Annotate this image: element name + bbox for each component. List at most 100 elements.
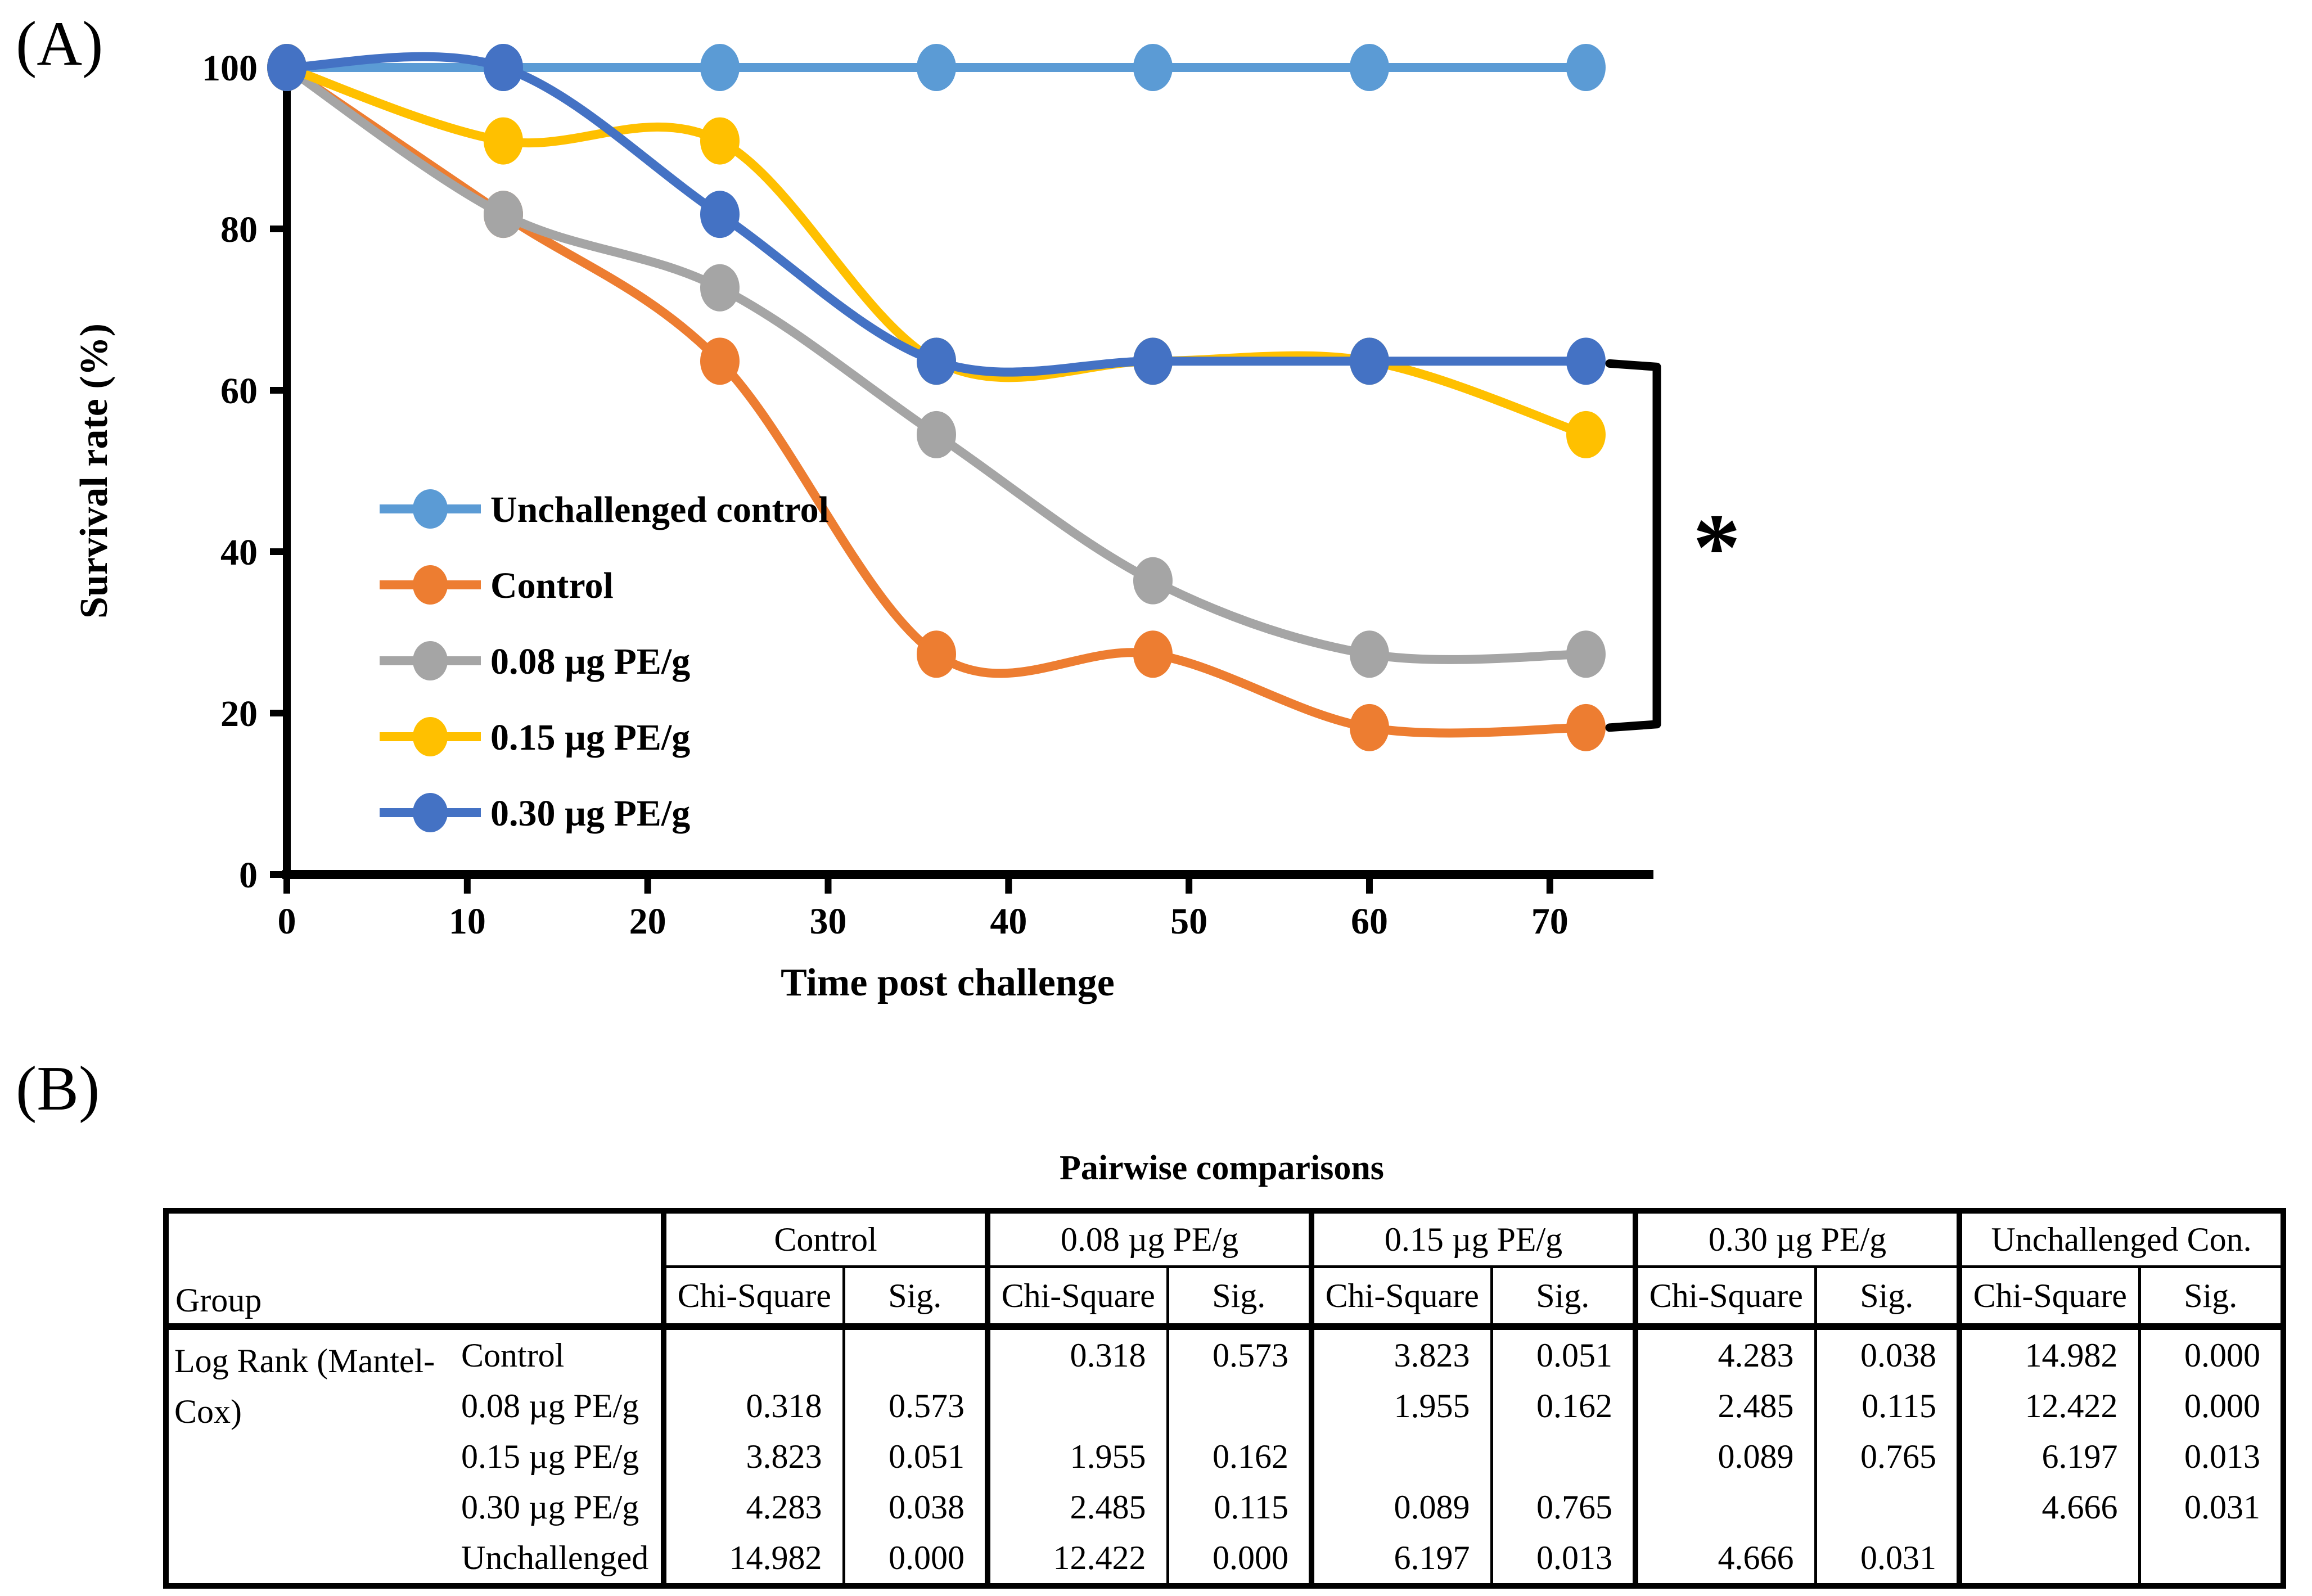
series-3-point	[483, 117, 523, 165]
chi-square-value-r2-c3: 0.089	[1633, 1431, 1816, 1482]
x-tick-label: 60	[1351, 901, 1388, 942]
sig-value-r3-c0: 0.038	[842, 1482, 988, 1532]
group-row-label-4: Unchallenged	[461, 1539, 649, 1576]
y-tick-label: 0	[239, 855, 258, 896]
chi-square-value-r0-c4: 14.982	[1957, 1327, 2140, 1381]
sig-value-r2-c0: 0.051	[842, 1431, 988, 1482]
legend-marker	[413, 641, 448, 680]
series-1-point	[1349, 704, 1389, 751]
legend-marker	[413, 717, 448, 756]
legend-label: 0.15 µg PE/g	[490, 717, 690, 758]
sig-header-4: Sig.	[2138, 1266, 2284, 1330]
chi-square-value-r4-c2: 6.197	[1309, 1532, 1492, 1586]
series-2-point	[1566, 630, 1606, 678]
series-0-point	[916, 44, 956, 91]
column-group-header-3: 0.30 µg PE/g	[1633, 1211, 1960, 1268]
legend-marker	[413, 489, 448, 529]
chi-square-value-r4-c4	[1957, 1532, 2140, 1586]
sig-value-r1-c0: 0.573	[842, 1381, 988, 1431]
table-row-4: Unchallenged 14.982 0.000 12.422 0.000 6.197 0…	[166, 1532, 2284, 1586]
series-4-line	[282, 52, 1590, 377]
sig-value-r0-c2: 0.051	[1490, 1327, 1636, 1381]
x-tick-label: 50	[1170, 901, 1207, 942]
chi-square-value-r2-c0: 3.823	[661, 1431, 844, 1482]
column-group-header-4: Unchallenged Con.	[1957, 1211, 2284, 1268]
x-tick-label: 20	[629, 901, 666, 942]
series-0-point	[1133, 44, 1173, 91]
chi-square-value-r2-c1: 1.955	[985, 1431, 1168, 1482]
chi-square-header-2: Chi-Square	[1309, 1266, 1492, 1330]
series-0-point	[1349, 44, 1389, 91]
chi-square-header-4: Chi-Square	[1957, 1266, 2140, 1330]
sig-value-r1-c1	[1166, 1381, 1312, 1431]
chi-square-header-3: Chi-Square	[1633, 1266, 1816, 1330]
table-title: Pairwise comparisons	[1060, 1149, 1384, 1187]
chi-square-value-r3-c4: 4.666	[1957, 1482, 2140, 1532]
table-row-3: 0.30 µg PE/g 4.283 0.038 2.485 0.115 0.089 0.7…	[166, 1482, 2284, 1532]
y-tick-label: 40	[220, 532, 258, 573]
y-axis-title: Survival rate (%)	[73, 323, 116, 619]
row-header: Log Rank (Mantel-Cox)	[174, 1342, 435, 1430]
legend-label: 0.30 µg PE/g	[490, 793, 690, 834]
chi-square-value-r3-c1: 2.485	[985, 1482, 1168, 1532]
table-row-0: Log Rank (Mantel-Cox) Control 0.318 0.573 3.…	[166, 1327, 2284, 1430]
pairwise-comparisons-table: Group Control 0.08 µg PE/g 0.15 µg PE/g 0.30…	[163, 1208, 2287, 1589]
sig-value-r3-c3	[1814, 1482, 1960, 1532]
chi-square-value-r3-c2: 0.089	[1309, 1482, 1492, 1532]
chi-square-value-r1-c0: 0.318	[661, 1381, 844, 1431]
panel-b-label: (B)	[16, 1054, 100, 1124]
sig-value-r4-c2: 0.013	[1490, 1532, 1636, 1586]
chi-square-value-r0-c3: 4.283	[1633, 1327, 1816, 1381]
survival-rate-chart: 0 20 40 60 80 100 0 10 20 30 40 50 60 70 Time post cha…	[73, 44, 1741, 1004]
chi-square-value-r4-c3: 4.666	[1633, 1532, 1816, 1586]
group-row-label-3: 0.30 µg PE/g	[461, 1488, 639, 1526]
series-1-point	[700, 337, 740, 385]
x-tick-label: 10	[449, 901, 486, 942]
sig-value-r2-c4: 0.013	[2138, 1431, 2284, 1482]
chi-square-value-r0-c2: 3.823	[1309, 1327, 1492, 1381]
series-1-point	[1133, 630, 1173, 678]
series-4-point	[1133, 337, 1173, 385]
series-2-point	[483, 191, 523, 238]
series-1-point	[1566, 704, 1606, 751]
series-2-point	[1349, 630, 1389, 678]
series-4-point	[1349, 337, 1389, 385]
significance-asterisk: *	[1693, 494, 1741, 600]
sig-value-r3-c1: 0.115	[1166, 1482, 1312, 1532]
group-row-label-0: Control	[461, 1336, 565, 1374]
legend-label: Unchallenged control	[490, 489, 829, 530]
sig-value-r0-c0	[842, 1327, 988, 1381]
sig-value-r3-c4: 0.031	[2138, 1482, 2284, 1532]
series-2-point	[916, 411, 956, 458]
legend-label: 0.08 µg PE/g	[490, 641, 690, 682]
log-rank-table: Group Control 0.08 µg PE/g 0.15 µg PE/g 0.30…	[163, 1208, 2287, 1589]
y-tick-label: 20	[220, 693, 258, 734]
column-group-header-2: 0.15 µg PE/g	[1309, 1211, 1636, 1268]
chi-square-header-1: Chi-Square	[985, 1266, 1168, 1330]
group-column-header: Group	[166, 1211, 664, 1330]
series-4-point	[483, 44, 523, 91]
chi-square-header-0: Chi-Square	[661, 1266, 844, 1330]
series-1-point	[916, 630, 956, 678]
chi-square-value-r1-c2: 1.955	[1309, 1381, 1492, 1431]
group-row-label-2: 0.15 µg PE/g	[461, 1437, 639, 1475]
sig-value-r1-c4: 0.000	[2138, 1381, 2284, 1431]
y-tick-label: 60	[220, 371, 258, 412]
y-tick-label: 100	[202, 48, 258, 89]
sig-header-2: Sig.	[1490, 1266, 1636, 1330]
series-2-point	[1133, 557, 1173, 605]
chi-square-value-r4-c1: 12.422	[985, 1532, 1168, 1586]
sig-value-r2-c3: 0.765	[1814, 1431, 1960, 1482]
x-tick-label: 0	[278, 901, 296, 942]
chi-square-value-r0-c1: 0.318	[985, 1327, 1168, 1381]
x-axis-title: Time post challenge	[781, 961, 1115, 1004]
series-4-point	[700, 191, 740, 238]
series-4-point	[916, 337, 956, 385]
chi-square-value-r3-c3	[1633, 1482, 1816, 1532]
series-0-point	[1566, 44, 1606, 91]
table-row-2: 0.15 µg PE/g 3.823 0.051 1.955 0.162 0.089 0.7…	[166, 1431, 2284, 1482]
sig-value-r1-c2: 0.162	[1490, 1381, 1636, 1431]
sig-value-r0-c3: 0.038	[1814, 1327, 1960, 1381]
series-0-point	[700, 44, 740, 91]
